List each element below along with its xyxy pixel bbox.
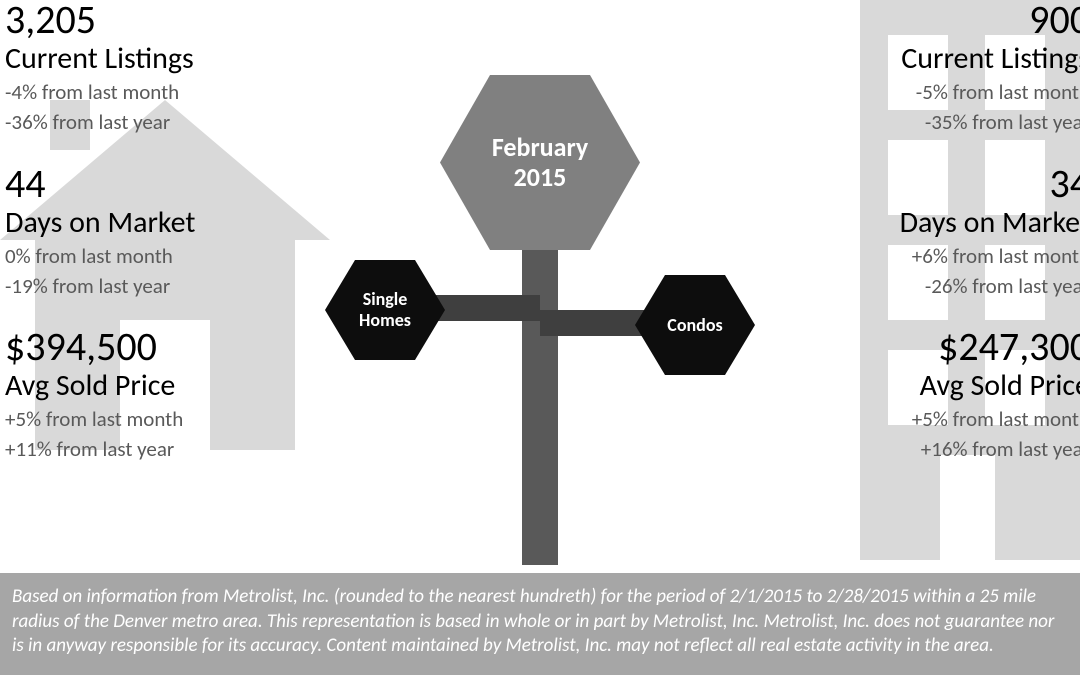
stat-sub-year: -19% from last year — [5, 273, 315, 299]
right-price-block: $247,300 Avg Sold Price +5% from last mo… — [780, 327, 1080, 463]
stat-value: 900 — [780, 0, 1080, 40]
signpost-pole — [522, 195, 558, 565]
period-year: 2015 — [514, 161, 567, 193]
stat-sub-month: -4% from last month — [5, 79, 315, 105]
condos-label: Condos — [667, 315, 722, 336]
stat-sub-month: +6% from last month — [780, 243, 1080, 269]
stat-sub-year: +11% from last year — [5, 436, 315, 462]
stat-sub-month: 0% from last month — [5, 243, 315, 269]
stat-label: Avg Sold Price — [780, 369, 1080, 402]
stat-value: $394,500 — [5, 327, 315, 367]
stat-sub-month: -5% from last month — [780, 79, 1080, 105]
stat-sub-year: -36% from last year — [5, 109, 315, 135]
condos-hex: Condos — [635, 275, 755, 375]
stat-sub-year: -26% from last year — [780, 273, 1080, 299]
stat-label: Current Listings — [5, 42, 315, 75]
period-hex: February 2015 — [440, 75, 640, 250]
disclaimer-text: Based on information from Metrolist, Inc… — [0, 573, 1080, 675]
stat-label: Days on Market — [780, 206, 1080, 239]
stat-label: Current Listings — [780, 42, 1080, 75]
stat-label: Avg Sold Price — [5, 369, 315, 402]
stat-sub-month: +5% from last month — [780, 406, 1080, 432]
single-homes-hex: SingleHomes — [325, 260, 445, 360]
stat-value: 34 — [780, 164, 1080, 204]
period-month: February — [492, 131, 588, 163]
left-days-block: 44 Days on Market 0% from last month -19… — [5, 164, 315, 300]
stat-value: 3,205 — [5, 0, 315, 40]
left-listings-block: 3,205 Current Listings -4% from last mon… — [5, 0, 315, 136]
stat-sub-year: -35% from last year — [780, 109, 1080, 135]
stat-value: $247,300 — [780, 327, 1080, 367]
condos-stats: 900 Current Listings -5% from last month… — [780, 0, 1080, 491]
stat-sub-month: +5% from last month — [5, 406, 315, 432]
left-price-block: $394,500 Avg Sold Price +5% from last mo… — [5, 327, 315, 463]
stat-value: 44 — [5, 164, 315, 204]
right-listings-block: 900 Current Listings -5% from last month… — [780, 0, 1080, 136]
single-homes-stats: 3,205 Current Listings -4% from last mon… — [5, 0, 315, 491]
stat-label: Days on Market — [5, 206, 315, 239]
right-days-block: 34 Days on Market +6% from last month -2… — [780, 164, 1080, 300]
single-homes-label: SingleHomes — [359, 288, 411, 331]
stat-sub-year: +16% from last year — [780, 436, 1080, 462]
